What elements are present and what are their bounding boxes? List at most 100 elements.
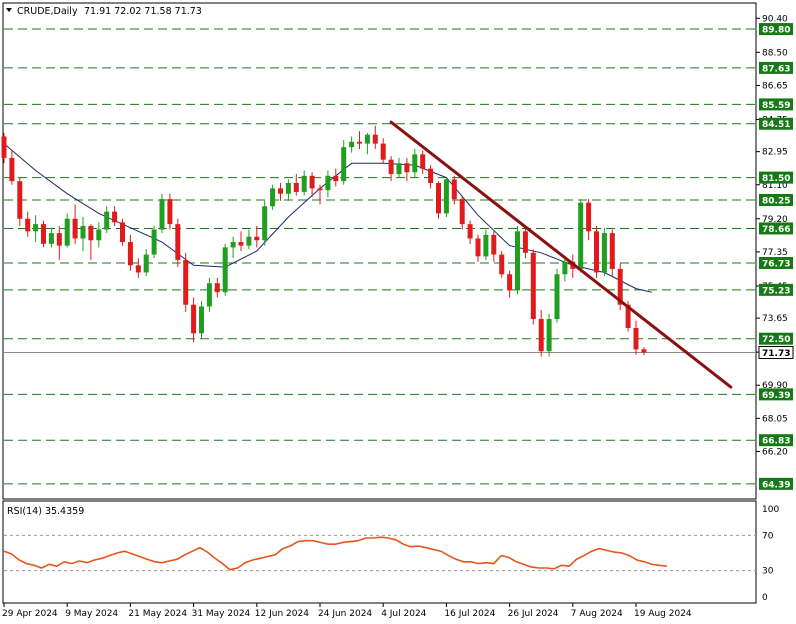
candle-body: [341, 147, 347, 182]
candle-body: [546, 319, 552, 352]
candle-body: [459, 199, 465, 225]
candle: [436, 181, 441, 219]
candle-body: [199, 306, 204, 334]
level-tag-bg: [759, 256, 793, 269]
candle-body: [127, 242, 133, 266]
candle-body: [349, 141, 355, 148]
candle: [56, 225, 62, 260]
candle-body: [293, 182, 299, 192]
candle-body: [88, 225, 94, 241]
level-tag-bg: [759, 332, 793, 345]
candle: [601, 227, 607, 277]
candle-body: [357, 141, 362, 144]
candle: [428, 165, 434, 189]
candle: [278, 182, 283, 201]
candle: [491, 231, 497, 262]
candle: [191, 297, 197, 343]
candle-body: [135, 265, 141, 273]
candle: [262, 200, 268, 246]
level-tag-label: 85.59: [762, 101, 790, 111]
candle: [522, 225, 528, 259]
candle: [127, 234, 133, 271]
candle-body: [33, 224, 39, 232]
candle-body: [333, 175, 339, 182]
candle-body: [538, 319, 544, 352]
current-price-tag-bg: [758, 345, 794, 359]
rsi-tick-label: 70: [762, 531, 774, 541]
candle: [372, 125, 378, 149]
candle: [633, 320, 639, 355]
candle: [135, 258, 141, 278]
candle-body: [443, 179, 449, 214]
candle-body: [641, 349, 647, 353]
candle-body: [301, 175, 307, 192]
level-tag-bg: [759, 434, 793, 447]
rsi-indicator: 100 70 30 0: [3, 505, 779, 603]
candle-body: [238, 242, 244, 246]
candle-body: [625, 304, 631, 328]
candle-body: [633, 327, 639, 350]
price-tick-label: 90.40: [762, 14, 788, 24]
price-tick-label: 73.65: [762, 314, 788, 324]
candle: [499, 251, 505, 278]
candle-body: [167, 199, 173, 225]
candle: [317, 184, 323, 205]
candle-body: [72, 218, 78, 239]
candle-body: [451, 179, 457, 200]
time-tick-label: 21 May 2024: [128, 609, 187, 619]
price-tick-label: 86.65: [762, 81, 788, 91]
candle-body: [578, 202, 584, 269]
candle: [364, 132, 370, 155]
candle-body: [1, 136, 7, 158]
rsi-panel-frame: [2, 500, 757, 604]
candlesticks: [1, 125, 647, 357]
candle-body: [270, 188, 276, 207]
level-tag-label: 78.66: [762, 225, 790, 235]
time-axis: 29 Apr 2024 9 May 2024 21 May 2024 31 May 2…: [2, 603, 692, 619]
candle: [199, 301, 204, 339]
time-tick-label: 29 Apr 2024: [2, 609, 58, 619]
candle: [412, 148, 418, 178]
symbol-label: CRUDE,Daily: [17, 6, 78, 17]
candle-body: [412, 154, 418, 173]
level-tag-bg: [759, 117, 793, 130]
downtrend-line[interactable]: [389, 120, 733, 389]
level-tag-bg: [759, 388, 793, 401]
candle: [357, 131, 362, 149]
candle: [333, 168, 339, 187]
ohlc-readout: 71.91 72.02 71.58 71.73: [84, 6, 202, 17]
candle-body: [317, 188, 323, 191]
candle: [72, 204, 78, 244]
candle: [530, 249, 536, 325]
candle-body: [151, 229, 157, 255]
time-tick-label: 7 Aug 2024: [571, 609, 623, 619]
candle: [451, 175, 457, 205]
rsi-line: [3, 536, 668, 571]
level-tag-label: 75.23: [762, 286, 790, 296]
level-tag-bg: [759, 61, 793, 74]
rsi-tick-label: 0: [762, 593, 768, 603]
candle-body: [554, 274, 560, 320]
candle: [538, 310, 544, 357]
candle-body: [56, 233, 62, 246]
candle: [388, 156, 394, 182]
candle-body: [214, 283, 220, 293]
price-tick-label: 69.90: [762, 381, 788, 391]
time-tick-label: 19 Aug 2024: [634, 609, 692, 619]
level-tag-label: 89.80: [762, 26, 790, 36]
price-tick-label: 82.95: [762, 148, 788, 158]
candle-body: [380, 143, 386, 160]
candle: [41, 220, 46, 248]
rsi-tick-label: 30: [762, 567, 774, 577]
candle-body: [254, 236, 260, 241]
candle: [246, 229, 252, 250]
candle: [206, 277, 212, 312]
candle-body: [191, 304, 197, 334]
time-tick-label: 16 Jul 2024: [444, 609, 495, 619]
candle: [443, 177, 449, 217]
candle: [404, 157, 410, 182]
triangle-down-icon[interactable]: [6, 8, 12, 12]
candle: [183, 252, 189, 312]
candle: [325, 170, 331, 198]
